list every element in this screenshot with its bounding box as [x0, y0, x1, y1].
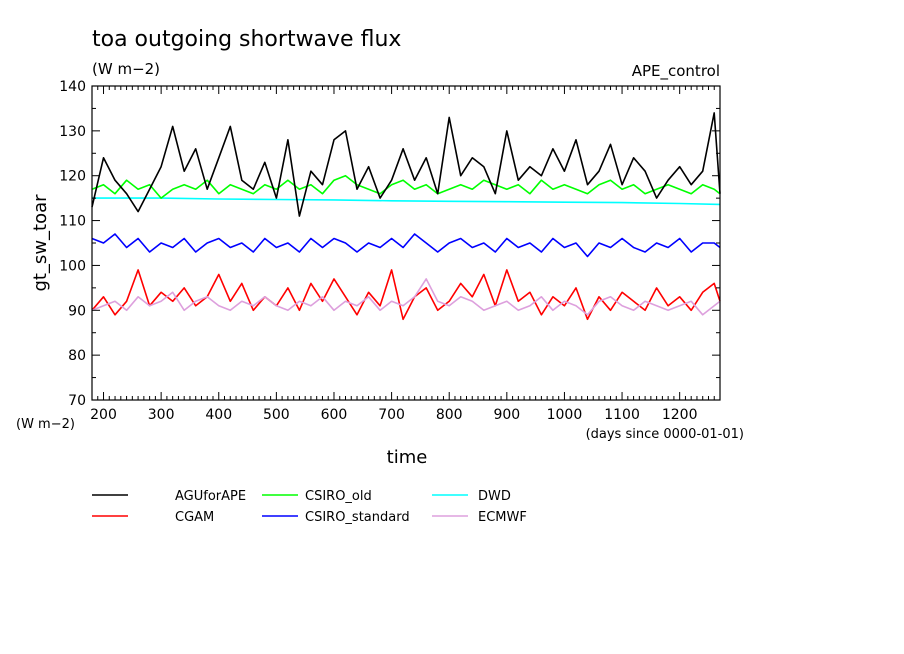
chart-title: toa outgoing shortwave flux [92, 27, 401, 52]
legend-label: CSIRO_standard [305, 510, 410, 525]
series-line-csiro-standard [91, 233, 721, 258]
series-line-aguforape [91, 112, 721, 217]
legend-label: CGAM [175, 510, 214, 525]
y-axis: 70 80 90 100 110 120 130 140 [59, 79, 720, 409]
legend: AGUforAPE CGAM CSIRO_old CSIRO_standard DWD E… [92, 489, 527, 525]
x-tick-label: 900 [493, 407, 520, 423]
x-axis-label: time [387, 447, 428, 468]
y-tick-label: 90 [68, 303, 86, 319]
legend-label: CSIRO_old [305, 489, 372, 504]
y-units: (W m−2) [16, 417, 75, 432]
x-tick-label: 1100 [604, 407, 640, 423]
y-axis-label: gt_sw_toar [30, 194, 51, 292]
x-tick-label: 1000 [547, 407, 583, 423]
plot-area: 200 300 400 500 600 700 800 900 1000 1100 1200 70 8… [59, 79, 721, 423]
y-tick-label: 120 [59, 169, 86, 185]
y-tick-label: 100 [59, 258, 86, 274]
x-tick-label: 500 [263, 407, 290, 423]
x-tick-label: 400 [205, 407, 232, 423]
legend-label: ECMWF [478, 510, 527, 525]
x-tick-label: 200 [90, 407, 117, 423]
run-label: APE_control [632, 62, 720, 81]
y-tick-label: 130 [59, 124, 86, 140]
series-line-dwd [92, 197, 721, 206]
series-layer [91, 112, 721, 321]
chart-units: (W m−2) [92, 60, 160, 78]
x-tick-label: 300 [148, 407, 175, 423]
series-line-cgam [91, 269, 721, 321]
series-line-csiro-old [91, 174, 721, 199]
x-tick-label: 600 [321, 407, 348, 423]
y-tick-label: 140 [59, 79, 86, 95]
y-tick-label: 110 [59, 214, 86, 230]
series-line-ecmwf [91, 278, 721, 316]
x-tick-label: 1200 [662, 407, 698, 423]
y-tick-label: 80 [68, 348, 86, 364]
x-tick-label: 800 [436, 407, 463, 423]
y-tick-label: 70 [68, 393, 86, 409]
x-units: (days since 0000-01-01) [586, 427, 744, 442]
x-tick-label: 700 [378, 407, 405, 423]
legend-label: AGUforAPE [175, 489, 246, 504]
x-axis: 200 300 400 500 600 700 800 900 1000 1100 1200 [90, 86, 715, 423]
legend-label: DWD [478, 489, 511, 504]
